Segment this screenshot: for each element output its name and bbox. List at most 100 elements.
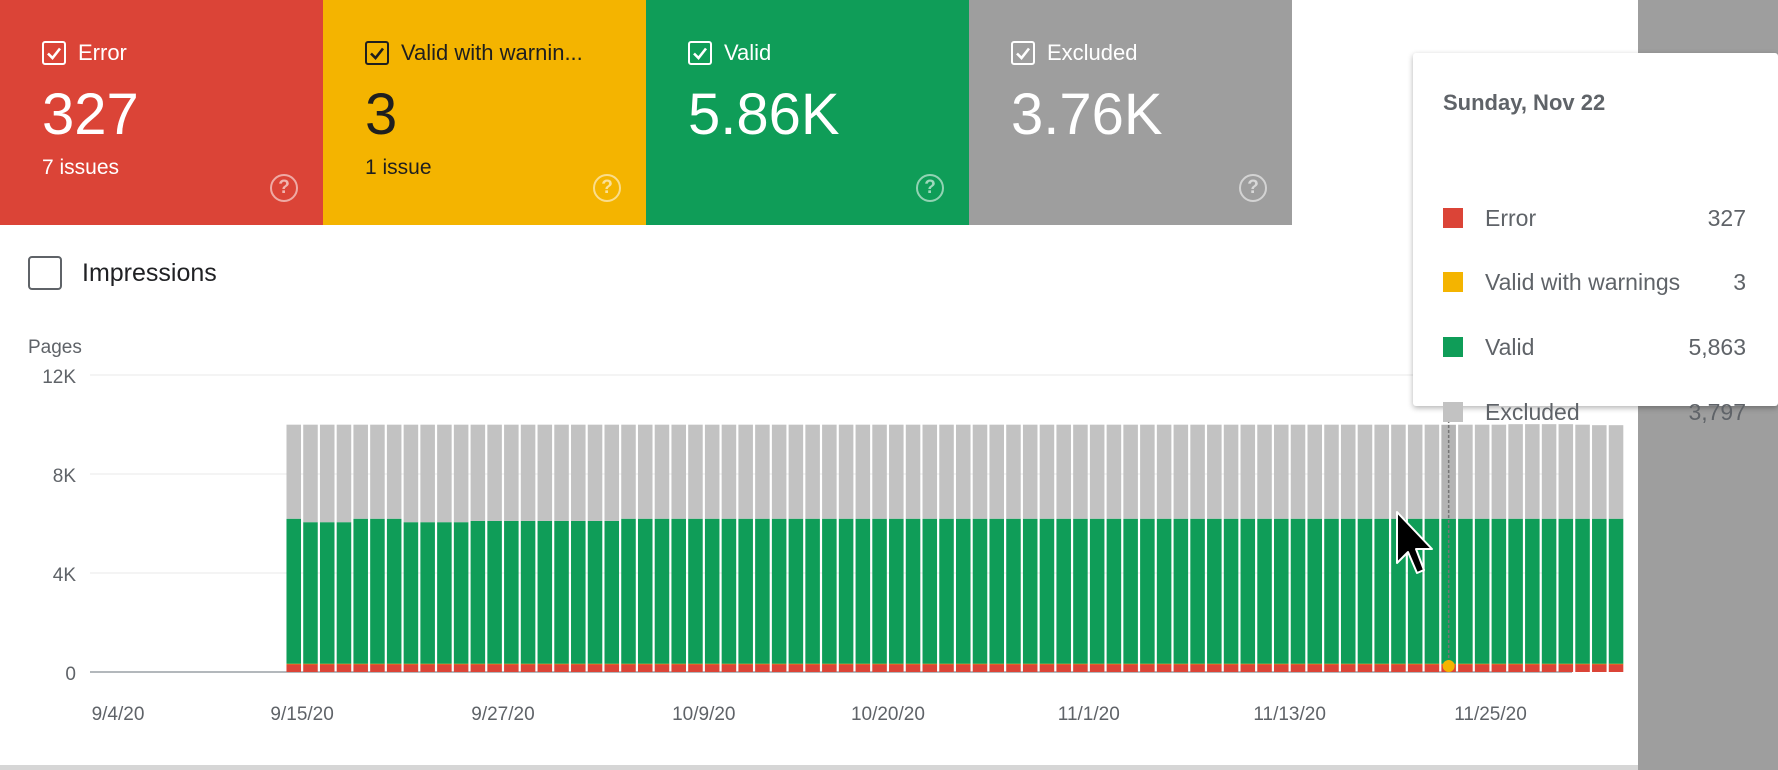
bar-segment: [1424, 663, 1440, 672]
bar-segment: [1508, 424, 1523, 519]
bar-segment: [453, 663, 469, 672]
bar-segment: [336, 424, 352, 523]
bar-segment: [637, 663, 653, 672]
bar-segment: [955, 518, 971, 664]
bar-segment: [1123, 518, 1138, 664]
bar-segment: [788, 663, 804, 665]
bar-segment: [721, 663, 737, 665]
bar-segment: [1022, 663, 1038, 672]
bar-segment: [1458, 424, 1473, 519]
bar-segment: [855, 663, 871, 665]
bar-segment: [1374, 663, 1389, 665]
x-tick-label: 10/9/20: [672, 704, 735, 725]
warning-card[interactable]: Valid with warnin... 3 1 issue ?: [323, 0, 646, 225]
bar-segment: [1106, 663, 1122, 672]
impressions-checkbox[interactable]: [28, 256, 62, 290]
bar-segment: [704, 663, 720, 665]
bar-segment: [721, 424, 737, 519]
bar-segment: [504, 424, 519, 521]
bar-segment: [1257, 663, 1272, 665]
bar-segment: [587, 663, 603, 665]
x-tick-label: 11/13/20: [1253, 704, 1326, 725]
bar-segment: [437, 424, 452, 523]
valid-checkbox[interactable]: [688, 41, 712, 65]
bar-segment: [1123, 424, 1138, 519]
bar-segment: [1357, 663, 1373, 665]
valid-card[interactable]: Valid 5.86K ?: [646, 0, 969, 225]
bar-segment: [386, 518, 402, 664]
bar-segment: [1374, 424, 1389, 519]
bar-segment: [1173, 424, 1189, 519]
excluded-card[interactable]: Excluded 3.76K ?: [969, 0, 1292, 225]
bar-segment: [604, 663, 620, 665]
check-icon: [1016, 47, 1031, 60]
bar-segment: [755, 663, 770, 672]
bar-segment: [1340, 663, 1356, 665]
bar-segment: [1089, 518, 1105, 664]
bar-segment: [1541, 518, 1557, 664]
bar-segment: [1073, 663, 1088, 665]
error-checkbox[interactable]: [42, 41, 66, 65]
bar-segment: [1156, 424, 1172, 519]
help-icon[interactable]: ?: [916, 174, 944, 202]
bar-segment: [1173, 518, 1189, 664]
help-icon[interactable]: ?: [270, 174, 298, 202]
bar-segment: [587, 663, 603, 672]
bar-segment: [738, 663, 753, 665]
bar-segment: [1592, 518, 1607, 664]
bar-segment: [520, 663, 536, 672]
bar-segment: [571, 424, 586, 521]
bar-segment: [1558, 518, 1574, 664]
bar-segment: [1525, 663, 1540, 665]
bar-segment: [1491, 663, 1507, 672]
bar-segment: [1592, 663, 1607, 665]
bar-segment: [939, 424, 954, 519]
bar-segment: [788, 424, 804, 519]
excluded-checkbox[interactable]: [1011, 41, 1035, 65]
bar-segment: [1274, 518, 1289, 664]
bar-segment: [386, 424, 402, 519]
coverage-chart: 0 4K 8K 12K Pages 9/4/20 9/15/20 9/27/20 10/9/20…: [28, 337, 1624, 725]
bar-segment: [286, 424, 302, 519]
bar-segment: [955, 663, 971, 665]
bar-segment: [1240, 663, 1256, 672]
bar-segment: [1458, 663, 1473, 665]
bar-segment: [1240, 518, 1256, 664]
bar-segment: [1156, 663, 1172, 665]
bar-segment: [621, 424, 636, 519]
tooltip-row-label: Error: [1485, 205, 1537, 231]
bar-segment: [939, 663, 954, 665]
tooltip-date: Sunday, Nov 22: [1443, 90, 1606, 115]
bar-segment: [1290, 663, 1306, 665]
bar-segment: [587, 424, 603, 521]
bar-segment: [353, 663, 368, 672]
error-card[interactable]: Error 327 7 issues ?: [0, 0, 323, 225]
excluded-swatch: [1443, 402, 1463, 422]
bar-segment: [1575, 663, 1590, 665]
bar-segment: [922, 663, 938, 665]
help-icon[interactable]: ?: [593, 174, 621, 202]
bar-segment: [604, 520, 620, 664]
bar-segment: [1357, 424, 1373, 519]
help-icon[interactable]: ?: [1239, 174, 1267, 202]
bar-segment: [1274, 663, 1289, 672]
bar-segment: [972, 663, 988, 672]
bar-segment: [1491, 518, 1507, 664]
bar-segment: [1274, 424, 1289, 519]
bar-segment: [855, 518, 871, 664]
bar-segment: [1056, 518, 1071, 664]
bar-segment: [554, 424, 569, 521]
bar-segment: [889, 424, 904, 519]
warning-checkbox[interactable]: [365, 41, 389, 65]
bar-segment: [319, 663, 335, 665]
bar-segment: [336, 663, 352, 672]
x-tick-label: 10/20/20: [851, 704, 925, 725]
bar-segment: [738, 424, 753, 519]
bar-segment: [386, 663, 402, 665]
y-axis-label: Pages: [28, 337, 82, 358]
bar-segment: [721, 663, 737, 672]
bar-segment: [1407, 424, 1423, 519]
bar-segment: [621, 663, 636, 665]
bar-segment: [1207, 424, 1222, 519]
chart-bars: [286, 375, 1624, 672]
